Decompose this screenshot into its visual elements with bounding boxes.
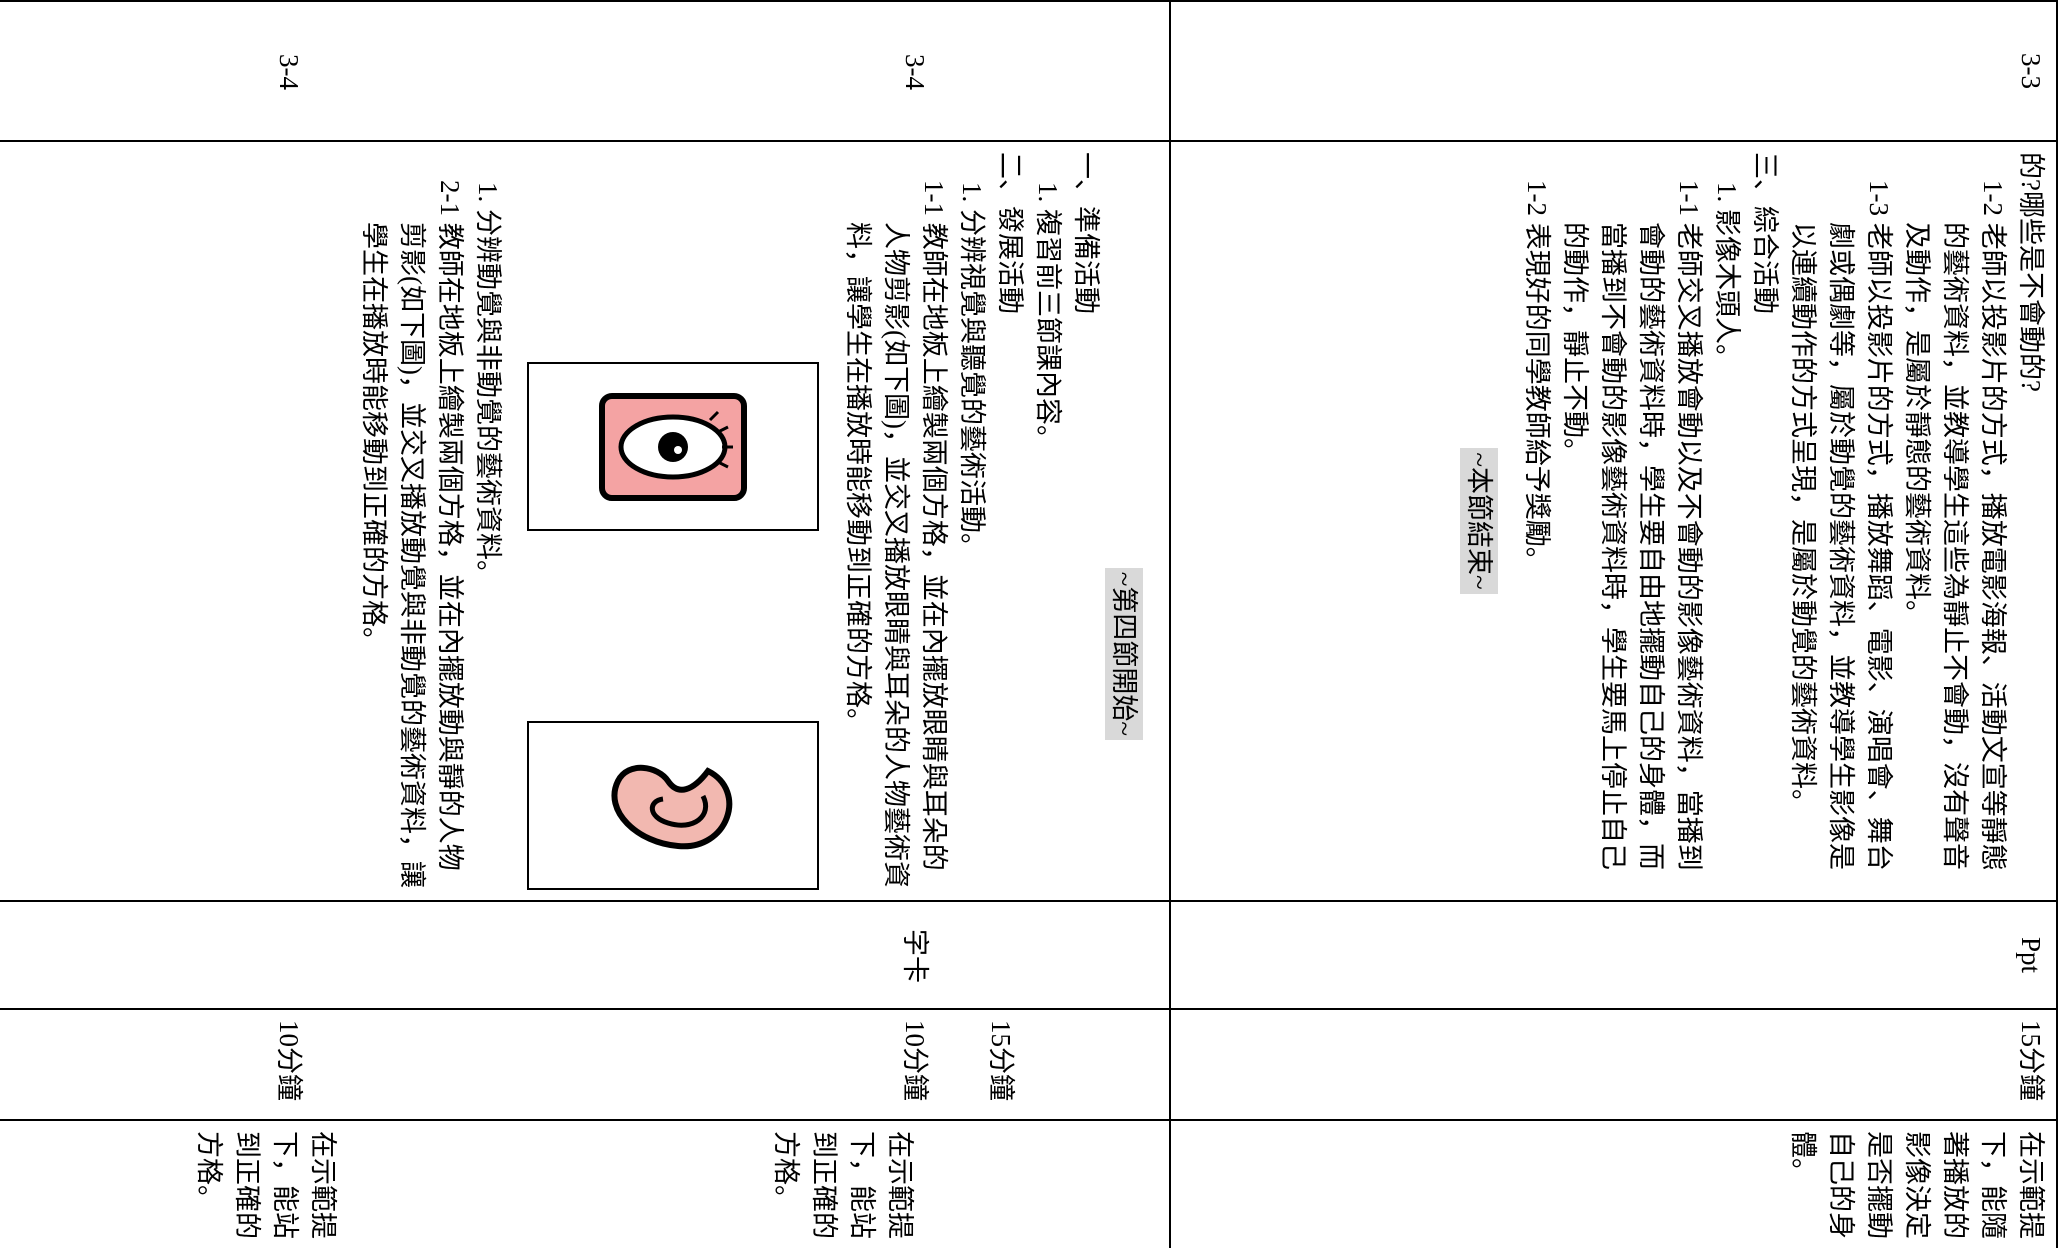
text: 1-1 教師在地板上繪製兩個方格，並在內擺放眼睛與耳朵的人物剪影(如下圖)，並交… (843, 180, 949, 888)
cell: 3-3 (1170, 1, 2057, 141)
time: 15分鐘 (986, 1020, 1016, 1101)
text: 2-1 教師在地板上繪製兩個方格，並在內擺放動與靜的人物剪影(如下圖)，並交叉播… (359, 180, 465, 888)
unit: 3-3 (2016, 53, 2046, 89)
time: 15分鐘 (2016, 1020, 2046, 1101)
cell: 3-4 3-4 (0, 1, 1170, 141)
text: 1. 影像木頭人。 (1712, 182, 1742, 371)
cell: 在示範提下，能站到正確的方格。 在示範提下，能站到正確的方格。 (0, 1120, 1170, 1248)
text: 1-2 老師以投影片的方式，播放電影海報、活動文宣等靜態的藝術資料，並教導學生這… (1902, 180, 2008, 871)
cell: 在示範提下，能隨著播放的影像決定是否擺動自己的身體。 (1170, 1120, 2057, 1248)
cell: Ppt (1170, 901, 2057, 1009)
text: 1-3 老師以投影片的方式，播放舞蹈、電影、演唱會、舞台劇或偶劇等，屬於動覺的藝… (1788, 180, 1894, 871)
section-start: ~第四節開始~ (1105, 567, 1143, 740)
heading: 三、綜合活動 (1750, 152, 1780, 314)
eye-icon (599, 392, 747, 501)
cell: 字卡 (0, 901, 1170, 1009)
unit: 3-4 (274, 54, 304, 90)
assessment: 在示範提下，能隨著播放的影像決定是否擺動自己的身體。 (1788, 1131, 2046, 1239)
assessment: 在示範提下，能站到正確的方格。 (194, 1131, 338, 1239)
heading: 二、發展活動 (995, 152, 1025, 314)
section-end: ~本節結束~ (1460, 448, 1498, 594)
unit: 3-4 (900, 54, 930, 90)
cell: 的?哪些是不會動的? 1-2 老師以投影片的方式，播放電影海報、活動文宣等靜態的… (1170, 141, 2057, 901)
text: 的?哪些是不會動的? (2016, 152, 2046, 392)
time: 10分鐘 (274, 1020, 304, 1101)
eye-picture (527, 362, 819, 531)
cell: 15分鐘 (1170, 1009, 2057, 1120)
time: 10分鐘 (900, 1020, 930, 1101)
cell: 15分鐘 10分鐘 10分鐘 (0, 1009, 1170, 1120)
resource: 字卡 (900, 929, 930, 983)
text: 1. 分辨視覺與聽覺的藝術活動。 (957, 182, 987, 560)
heading: 一、準備活動 (1071, 152, 1101, 314)
ear-picture (527, 721, 819, 890)
text: 1. 分辨動覺與非動覺的藝術資料。 (473, 182, 503, 587)
resource: Ppt (2016, 936, 2046, 974)
text: 1-2 表現好的同學教師給予獎勵。 (1522, 180, 1552, 574)
text: 1. 複習前三節課內容。 (1033, 182, 1063, 452)
text: 1-1 老師交叉播放會動以及不會動的影像藝術資料，當播到會動的藝術資料時，學生要… (1560, 180, 1704, 871)
cell: ~第四節開始~ 一、準備活動 1. 複習前三節課內容。 二、發展活動 1. 分辨… (0, 141, 1170, 901)
ear-icon (611, 764, 733, 849)
assessment: 在示範提下，能站到正確的方格。 (771, 1131, 915, 1239)
